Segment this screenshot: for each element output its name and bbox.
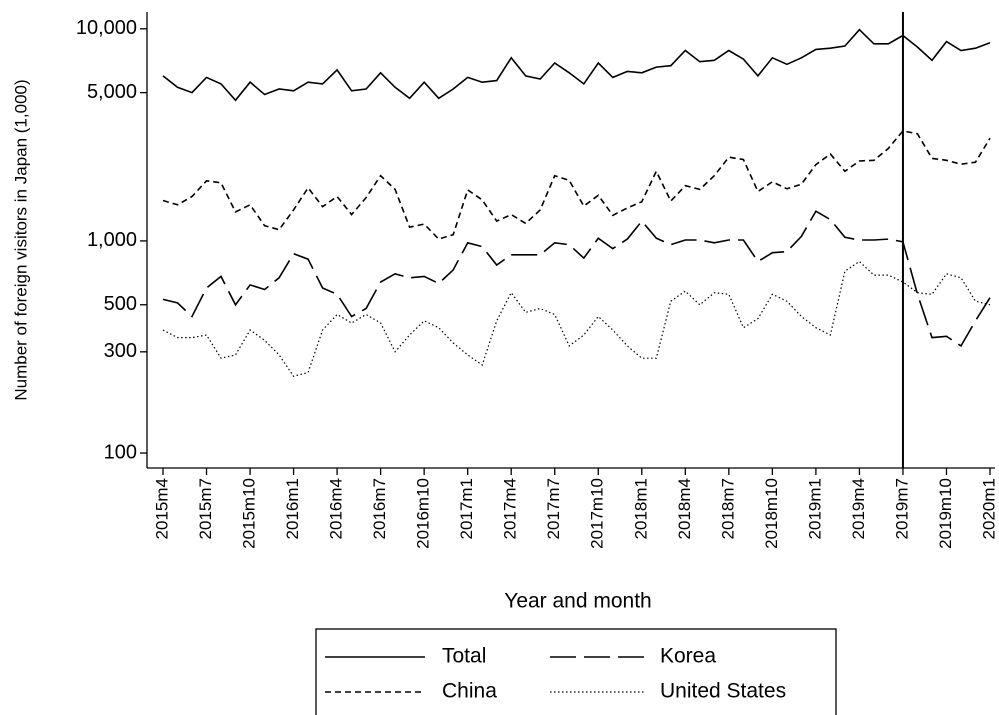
- x-tick-label: 2015m4: [152, 478, 171, 539]
- y-tick-label: 300: [104, 340, 137, 362]
- y-tick-label: 5,000: [87, 81, 137, 103]
- x-tick-label: 2017m4: [501, 478, 520, 539]
- x-tick-label: 2019m1: [805, 478, 824, 539]
- line-series: [162, 28, 991, 102]
- x-tick-label: 2016m1: [283, 478, 302, 539]
- legend-label: Korea: [660, 645, 716, 668]
- x-axis-title: Year and month: [504, 590, 652, 613]
- x-tick-label: 2018m10: [762, 478, 781, 549]
- x-tick-label: 2019m10: [936, 478, 955, 549]
- x-tick-label: 2015m10: [240, 478, 259, 549]
- y-tick-label: 10,000: [76, 17, 137, 39]
- x-tick-label: 2017m7: [544, 478, 563, 539]
- x-tick-label: 2016m10: [414, 478, 433, 549]
- x-tick-label: 2018m4: [675, 478, 694, 539]
- x-tick-label: 2015m7: [196, 478, 215, 539]
- x-tick-label: 2019m4: [849, 478, 868, 539]
- x-tick-label: 2020m1: [979, 478, 998, 539]
- legend-label: China: [442, 680, 497, 703]
- y-tick-label: 500: [104, 293, 137, 315]
- x-tick-label: 2016m4: [327, 478, 346, 539]
- legend: [315, 628, 837, 715]
- legend-label: Total: [442, 645, 486, 668]
- y-axis-title: Number of foreign visitors in Japan (1,0…: [11, 79, 30, 400]
- x-tick-label: 2016m7: [370, 478, 389, 539]
- y-tick-label: 100: [104, 441, 137, 463]
- x-tick-label: 2017m1: [457, 478, 476, 539]
- x-tick-label: 2018m7: [718, 478, 737, 539]
- x-tick-label: 2019m7: [892, 478, 911, 539]
- line-series: [162, 130, 991, 241]
- line-series: [162, 210, 991, 348]
- y-tick-label: 1,000: [87, 229, 137, 251]
- line-series: [162, 260, 991, 377]
- legend-label: United States: [660, 680, 786, 703]
- x-tick-label: 2017m10: [588, 478, 607, 549]
- x-tick-label: 2018m1: [631, 478, 650, 539]
